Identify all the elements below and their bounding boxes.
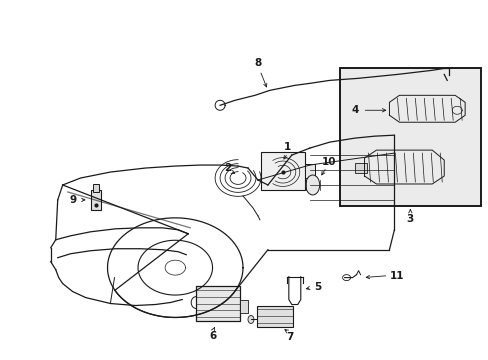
- Bar: [339, 68, 480, 206]
- Text: 6: 6: [209, 332, 216, 341]
- Bar: [90, 190, 101, 210]
- Text: 2: 2: [224, 163, 231, 173]
- Bar: [92, 184, 99, 192]
- Text: 3: 3: [406, 214, 413, 224]
- Ellipse shape: [247, 315, 253, 323]
- Bar: [261, 152, 304, 190]
- Text: 5: 5: [313, 282, 321, 292]
- Text: 11: 11: [389, 271, 404, 281]
- Bar: [256, 306, 292, 328]
- Text: 9: 9: [69, 195, 76, 205]
- Text: 4: 4: [351, 105, 359, 115]
- Text: 8: 8: [254, 58, 261, 68]
- Bar: [354, 163, 366, 173]
- Bar: [304, 164, 314, 178]
- Bar: [240, 300, 247, 314]
- Text: 1: 1: [284, 142, 291, 152]
- Bar: [196, 285, 240, 321]
- Text: 7: 7: [285, 332, 293, 342]
- Text: 10: 10: [321, 157, 335, 167]
- Ellipse shape: [305, 175, 319, 195]
- Bar: [339, 68, 480, 206]
